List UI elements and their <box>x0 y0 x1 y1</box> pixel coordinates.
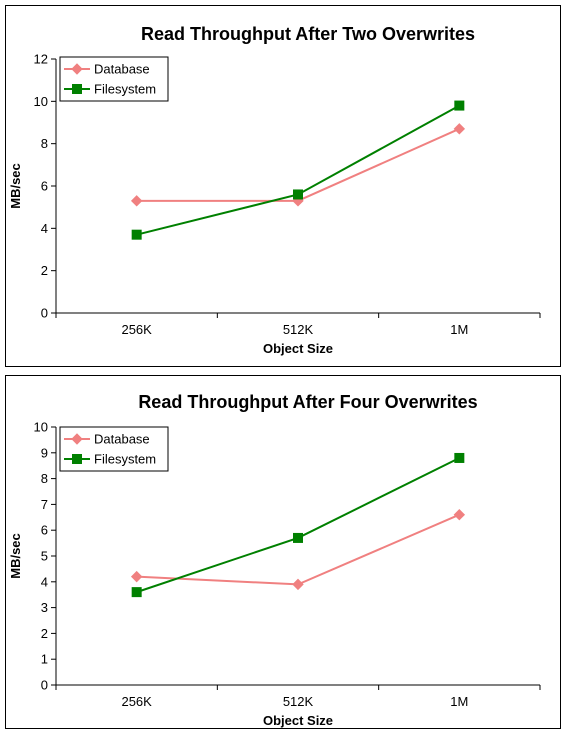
series-line-filesystem <box>136 104 460 236</box>
y-tick-label: 1 <box>41 652 48 667</box>
chart-panel-two-overwrites: Read Throughput After Two Overwrites 0 2 4 6… <box>5 5 561 367</box>
y-tick-label: 5 <box>41 549 48 564</box>
chart-title: Read Throughput After Two Overwrites <box>141 24 475 44</box>
data-point-filesystem <box>293 532 303 543</box>
y-tick-label: 0 <box>41 306 48 321</box>
y-tick-label: 8 <box>41 471 48 486</box>
data-point-filesystem <box>293 189 303 200</box>
y-tick-label: 6 <box>41 523 48 538</box>
y-tick-label: 0 <box>41 678 48 693</box>
legend-label-database: Database <box>94 432 150 447</box>
x-tick-label: 512K <box>283 322 314 337</box>
data-point-filesystem <box>454 452 465 463</box>
data-point-filesystem <box>131 229 142 240</box>
series-line-database <box>136 513 460 586</box>
legend-label-database: Database <box>94 62 150 77</box>
x-tick-label: 256K <box>121 694 152 709</box>
y-tick-label: 7 <box>41 497 48 512</box>
legend-label-filesystem: Filesystem <box>94 452 156 467</box>
chart-panel-four-overwrites: Read Throughput After Four Overwrites 0 1 2… <box>5 375 561 729</box>
legend-marker-filesystem <box>72 84 82 94</box>
y-tick-label: 4 <box>41 221 48 236</box>
data-point-database <box>292 578 304 591</box>
data-point-filesystem <box>131 587 142 598</box>
x-tick-label: 512K <box>283 694 314 709</box>
x-tick-label: 1M <box>450 322 468 337</box>
data-point-database <box>453 509 466 521</box>
data-point-database <box>453 123 466 135</box>
legend-marker-database <box>71 63 83 75</box>
y-tick-label: 2 <box>41 263 48 278</box>
data-point-database <box>130 195 143 207</box>
y-axis-label: MB/sec <box>8 533 23 579</box>
series-line-filesystem <box>136 457 460 594</box>
y-tick-label: 4 <box>41 574 48 589</box>
y-tick-label: 3 <box>41 600 48 615</box>
chart-four-overwrites: Read Throughput After Four Overwrites 0 1 2… <box>8 392 541 728</box>
legend-label-filesystem: Filesystem <box>94 82 156 97</box>
chart-two-overwrites: Read Throughput After Two Overwrites 0 2 4 6… <box>8 24 541 356</box>
legend-marker-database <box>71 433 83 445</box>
legend: Database Filesystem <box>59 56 169 102</box>
y-tick-label: 8 <box>41 136 48 151</box>
chart-title: Read Throughput After Four Overwrites <box>138 392 477 412</box>
y-tick-label: 12 <box>34 52 48 67</box>
y-tick-label: 2 <box>41 626 48 641</box>
y-tick-label: 10 <box>34 420 48 435</box>
y-tick-label: 6 <box>41 179 48 194</box>
y-axis-label: MB/sec <box>8 163 23 209</box>
data-point-filesystem <box>454 100 465 111</box>
y-tick-label: 10 <box>34 94 48 109</box>
x-axis-label: Object Size <box>263 713 333 728</box>
x-tick-label: 256K <box>121 322 152 337</box>
x-axis-label: Object Size <box>263 341 333 356</box>
legend: Database Filesystem <box>59 426 169 472</box>
data-point-database <box>130 570 143 583</box>
x-tick-label: 1M <box>450 694 468 709</box>
y-tick-label: 9 <box>41 445 48 460</box>
legend-marker-filesystem <box>72 454 82 464</box>
